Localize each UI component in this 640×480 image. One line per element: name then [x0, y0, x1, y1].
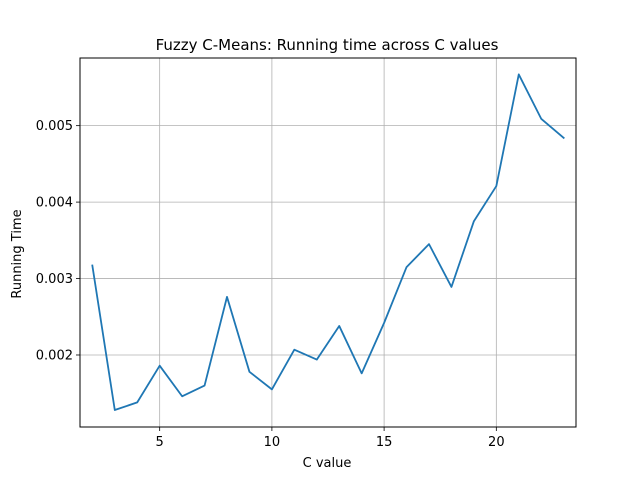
x-axis-label: C value	[303, 456, 352, 471]
x-tick-label: 10	[264, 435, 281, 450]
y-tick-label: 0.004	[36, 196, 73, 211]
x-tick-label: 20	[488, 435, 505, 450]
y-tick-label: 0.003	[36, 272, 73, 287]
x-tick-label: 15	[376, 435, 393, 450]
chart-title: Fuzzy C-Means: Running time across C val…	[156, 36, 499, 54]
series-line	[91, 73, 565, 411]
grid-lines	[80, 58, 576, 427]
y-tick-label: 0.002	[36, 348, 73, 363]
axes-frame	[79, 57, 577, 428]
plot-area	[91, 73, 565, 411]
axis-ticks: 5 10 15 20 0.002 0.003 0.004 0.005	[36, 119, 505, 450]
y-tick-label: 0.005	[36, 119, 73, 134]
y-axis-label: Running Time	[10, 209, 25, 298]
x-tick-label: 5	[156, 435, 164, 450]
